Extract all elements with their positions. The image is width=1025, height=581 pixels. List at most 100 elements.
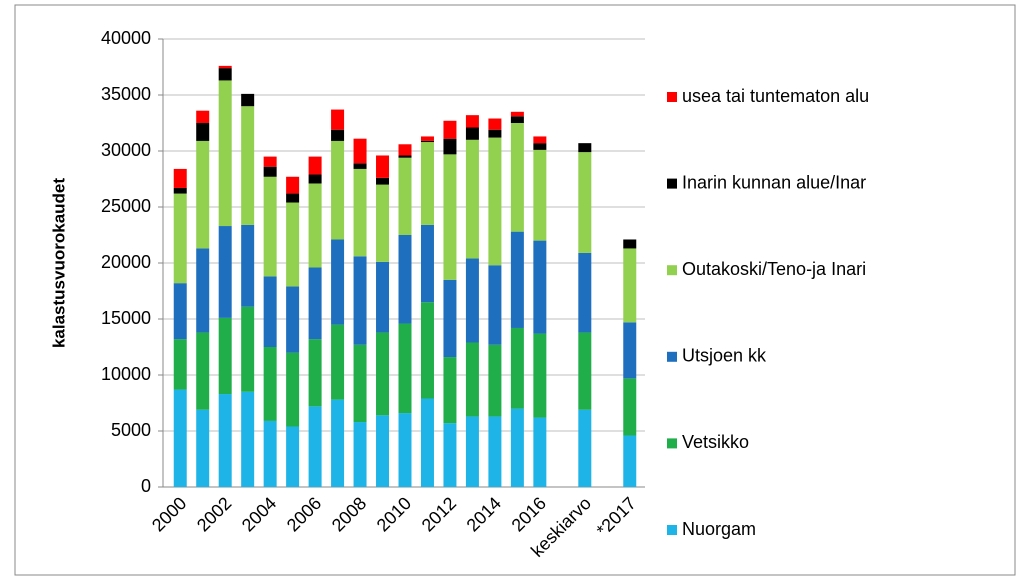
bar-segment [196,409,210,487]
bar-segment [623,435,637,487]
bar-segment [218,317,232,395]
bar-segment [533,417,547,487]
bar-segment [353,344,367,423]
bar-segment [241,391,255,487]
legend-label: usea tai tuntematon alu [682,86,869,106]
bar-segment [443,357,457,424]
bar-segment [241,93,255,107]
legend-swatch [667,351,677,362]
bar-segment [488,416,502,487]
bar-segment [510,408,524,487]
bar-segment [173,187,187,194]
bar-segment [510,231,524,328]
legend-label: Nuorgam [682,519,756,539]
bar-segment [510,111,524,117]
bar-segment [331,399,345,487]
bar-segment [376,332,390,416]
bar-segment [533,333,547,418]
bar-segment [420,142,434,225]
bar-segment [331,324,345,400]
bar-segment [510,327,524,409]
bar-segment [353,138,367,164]
bar-segment [353,163,367,169]
bar-segment [263,347,277,421]
bar-segment [488,137,502,266]
bar-segment [623,322,637,379]
bar-segment [533,143,547,150]
bar-segment [218,226,232,318]
bar-segment [398,157,412,235]
bar-segment [398,235,412,324]
bar-segment [218,65,232,69]
y-tick-label: 25000 [101,196,151,216]
bar-segment [173,193,187,284]
bar-segment [218,68,232,81]
bar-segment [443,154,457,280]
bar-segment [465,258,479,343]
y-tick-label: 20000 [101,252,151,272]
bar-segment [353,256,367,345]
bar-segment [578,332,592,410]
bar-segment [263,166,277,177]
bar-segment [263,276,277,347]
bar-segment [173,389,187,487]
bar-segment [308,156,322,175]
bar-segment [376,177,390,185]
bar-segment [308,267,322,340]
bar-segment [488,265,502,345]
bar-segment [308,183,322,268]
bar-segment [286,352,300,427]
bar-segment [196,140,210,249]
bar-segment [173,339,187,390]
bar-segment [443,423,457,487]
bar-segment [353,422,367,487]
bar-segment [488,129,502,138]
bar-segment [286,202,300,287]
bar-segment [510,123,524,232]
bar-segment [420,398,434,487]
bar-segment [443,120,457,139]
bar-segment [331,140,345,240]
y-tick-label: 10000 [101,364,151,384]
legend-swatch [667,525,677,535]
y-tick-label: 30000 [101,140,151,160]
bar-segment [173,168,187,188]
bar-segment [173,283,187,340]
bar-segment [623,239,637,249]
bar-segment [331,129,345,141]
bar-segment [376,184,390,262]
legend-label: Inarin kunnan alue/Inar [682,172,866,192]
bar-segment [241,224,255,307]
bar-segment [465,115,479,128]
bar-segment [331,239,345,325]
bar-segment [218,80,232,227]
bar-segment [578,152,592,253]
bar-segment [286,176,300,194]
bar-segment [578,409,592,487]
bar-segment [376,261,390,333]
bar-segment [263,176,277,277]
bar-segment [533,240,547,334]
bar-segment [488,344,502,417]
bar-segment [241,306,255,392]
bar-segment [465,139,479,259]
legend-label: Outakoski/Teno-ja Inari [682,259,866,279]
bar-segment [398,413,412,487]
y-tick-label: 5000 [111,420,151,440]
bar-segment [398,323,412,414]
bar-segment [465,127,479,140]
bar-segment [286,193,300,203]
bar-segment [196,123,210,141]
bar-segment [376,415,390,487]
bar-segment [196,332,210,410]
bar-segment [623,248,637,323]
bar-segment [420,136,434,141]
bar-segment [196,248,210,333]
bar-segment [353,168,367,257]
bar-segment [465,416,479,487]
bar-segment [398,144,412,156]
bar-segment [218,394,232,487]
y-axis-label: kalastusvuorokaudet [49,178,68,348]
